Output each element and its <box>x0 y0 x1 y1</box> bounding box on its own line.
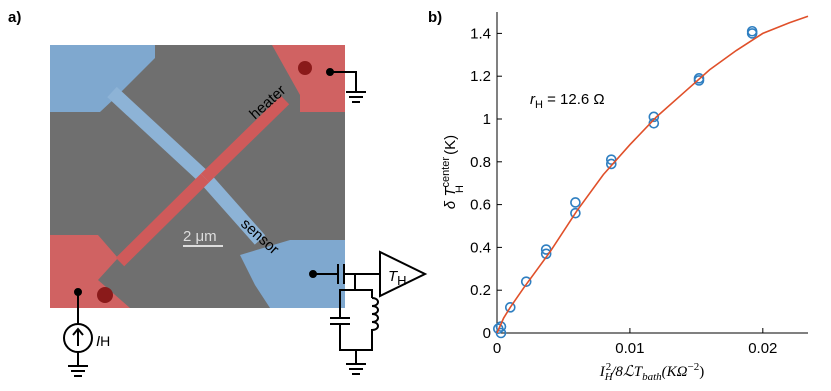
y-axis-label: δ TcenterH (K) <box>440 135 466 209</box>
annotation-text: = 12.6 Ω <box>543 91 605 108</box>
y-tick-label: 0.4 <box>470 239 491 256</box>
data-point <box>570 207 581 219</box>
annotation: rH = 12.6 Ω <box>530 91 605 111</box>
data-point <box>605 158 617 170</box>
symbol: I <box>96 333 100 350</box>
subscript: H <box>535 99 543 111</box>
data-point <box>746 25 758 37</box>
xl-main: I <box>599 364 606 380</box>
data-point <box>570 197 581 208</box>
xl-close: ) <box>699 364 704 380</box>
symbol: T <box>388 268 399 285</box>
data-point <box>495 327 507 339</box>
x-tick-label: 0.02 <box>748 340 777 357</box>
xl-sup: 2 <box>606 361 612 373</box>
xl-exp: −2 <box>687 361 699 373</box>
fit-line <box>496 15 809 334</box>
x-tick-label: 0 <box>493 340 501 357</box>
subscript: H <box>454 185 466 193</box>
unit: (K) <box>442 135 459 159</box>
x-tick-label: 0.01 <box>615 340 644 357</box>
current-source-label: IH <box>96 333 110 350</box>
y-tick-label: 1 <box>483 111 491 128</box>
amplifier-label: TH <box>388 268 407 288</box>
xl-sub2: bath <box>642 371 662 383</box>
panel-label: a) <box>8 9 21 26</box>
y-tick-label: 0.2 <box>470 282 491 299</box>
y-tick-label: 0.6 <box>470 197 491 214</box>
xl-mid: /8ℒT <box>610 364 643 380</box>
subscript: H <box>100 333 110 349</box>
circuit <box>63 68 428 377</box>
data-point <box>504 302 516 313</box>
xl-unit: (KΩ <box>662 364 688 380</box>
y-tick-label: 0 <box>483 325 491 342</box>
xl-sub: H <box>604 371 614 383</box>
subscript: H <box>397 273 406 288</box>
data-point <box>648 111 660 123</box>
x-axis-label: IH2/8ℒTbath(KΩ−2) <box>599 361 704 383</box>
y-tick-label: 1.2 <box>470 68 491 85</box>
scale-bar-label: 2 μm <box>183 228 217 245</box>
panel-label: b) <box>428 9 442 26</box>
y-tick-label: 0.8 <box>470 154 491 171</box>
symbol: r <box>530 91 536 108</box>
data-point <box>520 276 532 287</box>
data-point <box>693 73 705 84</box>
sem-image <box>50 45 345 308</box>
y-tick-label: 1.4 <box>470 25 491 42</box>
superscript: center <box>440 157 452 188</box>
prefix: δ T <box>442 186 459 210</box>
